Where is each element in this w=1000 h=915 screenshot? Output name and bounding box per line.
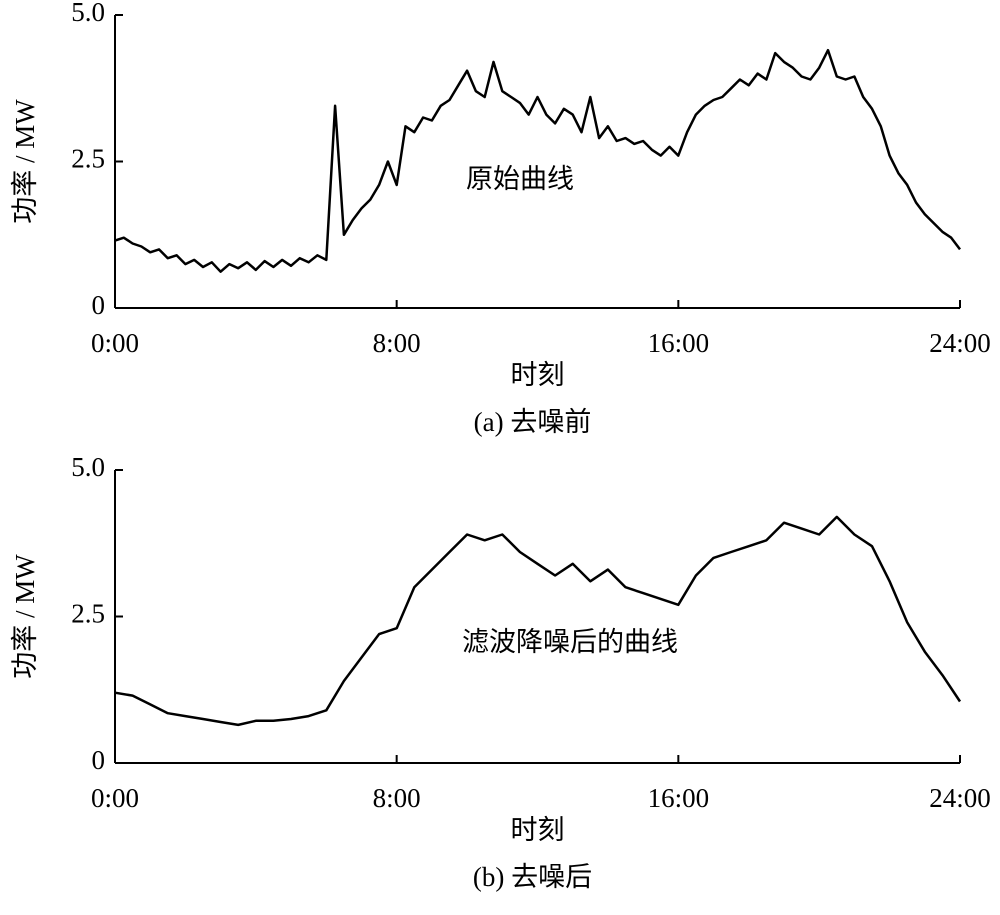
caption: (a) 去噪前 xyxy=(474,407,592,437)
x-tick-label: 16:00 xyxy=(648,328,710,358)
y-tick-label: 5.0 xyxy=(71,0,105,27)
x-axis-label: 时刻 xyxy=(511,815,565,845)
y-tick-label: 2.5 xyxy=(71,599,105,629)
y-axis-label: 功率 / MW xyxy=(10,99,40,224)
line-series xyxy=(114,515,962,727)
x-tick-label: 16:00 xyxy=(648,783,710,813)
annotation: 滤波降噪后的曲线 xyxy=(462,627,678,657)
x-tick-label: 8:00 xyxy=(373,783,421,813)
x-tick-label: 24:00 xyxy=(929,328,991,358)
x-tick-label: 24:00 xyxy=(929,783,991,813)
x-tick-label: 0:00 xyxy=(91,328,139,358)
y-axis-label: 功率 / MW xyxy=(10,554,40,679)
y-tick-label: 0 xyxy=(92,745,106,775)
y-tick-label: 2.5 xyxy=(71,144,105,174)
line-series xyxy=(114,48,961,273)
caption: (b) 去噪后 xyxy=(473,862,592,892)
x-tick-label: 8:00 xyxy=(373,328,421,358)
y-tick-label: 0 xyxy=(92,290,106,320)
x-tick-label: 0:00 xyxy=(91,783,139,813)
annotation: 原始曲线 xyxy=(466,164,574,194)
y-tick-label: 5.0 xyxy=(71,452,105,482)
x-axis-label: 时刻 xyxy=(511,360,565,390)
